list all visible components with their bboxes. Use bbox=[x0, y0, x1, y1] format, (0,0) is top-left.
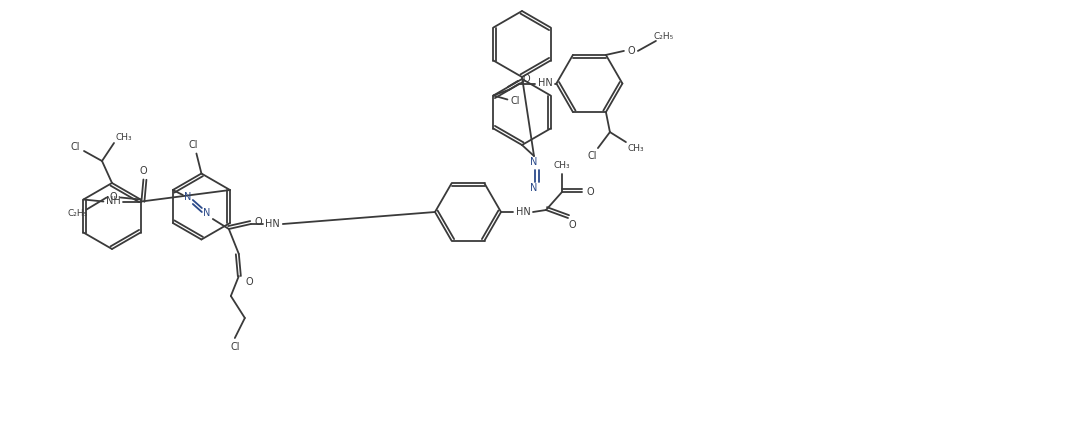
Text: Cl: Cl bbox=[70, 142, 80, 152]
Text: Cl: Cl bbox=[587, 151, 597, 161]
Text: O: O bbox=[627, 46, 634, 56]
Text: O: O bbox=[254, 217, 261, 227]
Text: O: O bbox=[245, 277, 252, 287]
Text: O: O bbox=[586, 187, 593, 197]
Text: O: O bbox=[139, 167, 147, 176]
Text: N: N bbox=[530, 157, 537, 167]
Text: HN: HN bbox=[265, 219, 281, 229]
Text: Cl: Cl bbox=[189, 141, 199, 150]
Text: CH₃: CH₃ bbox=[554, 161, 571, 170]
Text: C₂H₅: C₂H₅ bbox=[68, 209, 87, 218]
Text: Cl: Cl bbox=[230, 342, 240, 352]
Text: N: N bbox=[203, 208, 210, 218]
Text: HN: HN bbox=[538, 78, 552, 89]
Text: N: N bbox=[185, 192, 192, 202]
Text: CH₃: CH₃ bbox=[628, 144, 644, 153]
Text: O: O bbox=[569, 220, 576, 230]
Text: N: N bbox=[530, 183, 537, 193]
Text: C₂H₅: C₂H₅ bbox=[654, 32, 674, 41]
Text: NH: NH bbox=[106, 196, 121, 207]
Text: Cl: Cl bbox=[510, 97, 520, 106]
Text: O: O bbox=[522, 75, 530, 84]
Text: O: O bbox=[110, 193, 118, 202]
Text: CH₃: CH₃ bbox=[115, 132, 133, 141]
Text: HN: HN bbox=[516, 207, 531, 217]
